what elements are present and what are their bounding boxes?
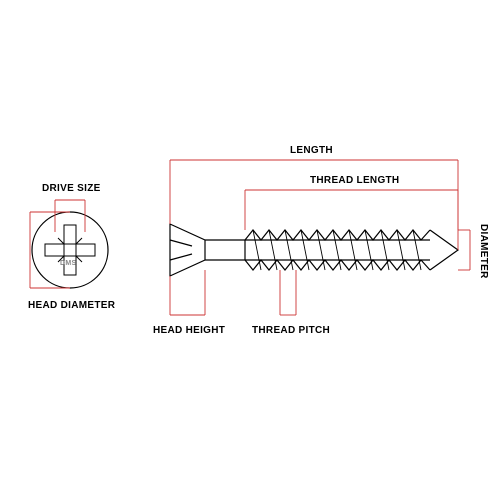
thread-length-dim [245, 190, 458, 230]
label-thread-length: THREAD LENGTH [310, 175, 399, 186]
thread-pitch-dim [280, 270, 296, 315]
label-head-height: HEAD HEIGHT [153, 325, 225, 336]
diagram-stage: DRIVE SIZE DMS HEAD DIAMETER LENGTH THRE… [0, 0, 500, 500]
label-head-diameter: HEAD DIAMETER [28, 300, 115, 311]
length-dim [170, 160, 458, 250]
label-diameter: DIAMETER [478, 224, 489, 279]
screw-side-view [170, 224, 458, 276]
diagram-svg [0, 0, 500, 500]
label-length: LENGTH [290, 145, 333, 156]
label-thread-pitch: THREAD PITCH [252, 325, 330, 336]
head-top-view [32, 212, 108, 288]
head-height-dim [170, 270, 205, 315]
label-dms: DMS [60, 260, 76, 267]
diameter-dim [458, 230, 470, 270]
label-drive-size: DRIVE SIZE [42, 183, 101, 194]
drive-size-dim [55, 200, 85, 232]
